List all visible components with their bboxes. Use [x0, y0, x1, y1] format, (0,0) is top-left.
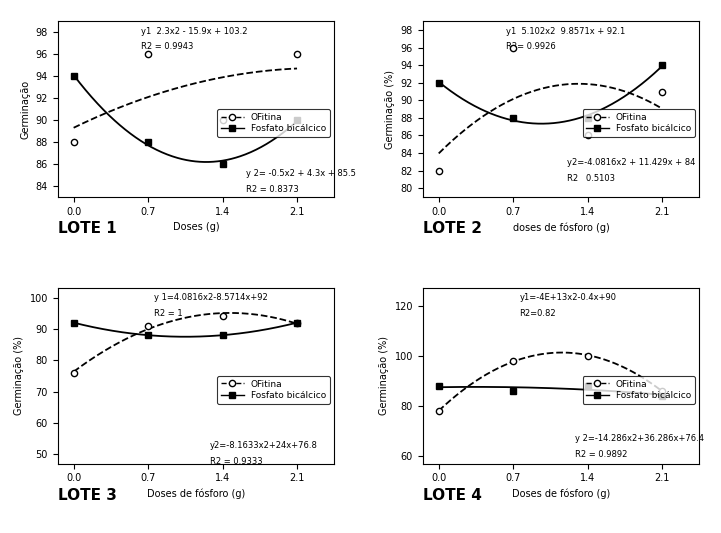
Y-axis label: Germinação: Germinação [20, 79, 30, 139]
Text: y1  2.3x2 - 15.9x + 103.2: y1 2.3x2 - 15.9x + 103.2 [141, 27, 247, 36]
Text: R2=0.82: R2=0.82 [520, 309, 556, 318]
Text: y 2=-14.286x2+36.286x+76.4: y 2=-14.286x2+36.286x+76.4 [575, 434, 704, 443]
Text: y 2= -0.5x2 + 4.3x + 85.5: y 2= -0.5x2 + 4.3x + 85.5 [246, 169, 355, 178]
Text: y 1=4.0816x2-8.5714x+92: y 1=4.0816x2-8.5714x+92 [154, 294, 268, 302]
Text: y1  5.102x2  9.8571x + 92.1: y1 5.102x2 9.8571x + 92.1 [505, 27, 625, 36]
Text: R2 = 0.9943: R2 = 0.9943 [141, 43, 193, 51]
Text: LOTE 2: LOTE 2 [423, 221, 482, 236]
Text: R2 = 0.8373: R2 = 0.8373 [246, 184, 298, 193]
Legend: OFitina, Fosfato bicálcico: OFitina, Fosfato bicálcico [218, 109, 329, 137]
Y-axis label: Germinação (%): Germinação (%) [385, 70, 395, 149]
Text: y2=-4.0816x2 + 11.429x + 84: y2=-4.0816x2 + 11.429x + 84 [567, 158, 695, 167]
Text: y2=-8.1633x2+24x+76.8: y2=-8.1633x2+24x+76.8 [210, 441, 318, 450]
Y-axis label: Germinação (%): Germinação (%) [14, 336, 24, 415]
Text: LOTE 1: LOTE 1 [58, 221, 116, 236]
Y-axis label: Germinação (%): Germinação (%) [379, 336, 389, 415]
Text: R2 = 1: R2 = 1 [154, 309, 183, 318]
Legend: OFitina, Fosfato bicálcico: OFitina, Fosfato bicálcico [583, 109, 695, 137]
X-axis label: Doses de fósforo (g): Doses de fósforo (g) [147, 489, 245, 499]
Text: R2 = 0.9892: R2 = 0.9892 [575, 450, 627, 459]
X-axis label: Doses de fósforo (g): Doses de fósforo (g) [512, 489, 610, 499]
X-axis label: doses de fósforo (g): doses de fósforo (g) [513, 222, 609, 232]
Text: y1=-4E+13x2-0.4x+90: y1=-4E+13x2-0.4x+90 [520, 294, 616, 302]
Legend: OFitina, Fosfato bicálcico: OFitina, Fosfato bicálcico [583, 376, 695, 404]
Text: R2   0.5103: R2 0.5103 [567, 174, 614, 183]
X-axis label: Doses (g): Doses (g) [172, 222, 219, 232]
Text: LOTE 3: LOTE 3 [58, 488, 117, 503]
Text: R2 = 0.9333: R2 = 0.9333 [210, 457, 262, 466]
Legend: OFitina, Fosfato bicálcico: OFitina, Fosfato bicálcico [218, 376, 329, 404]
Text: LOTE 4: LOTE 4 [423, 488, 482, 503]
Text: R2= 0.9926: R2= 0.9926 [505, 43, 555, 51]
